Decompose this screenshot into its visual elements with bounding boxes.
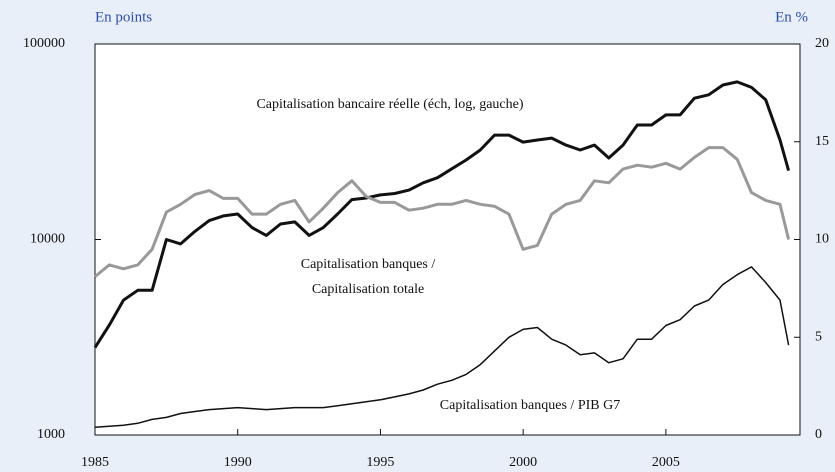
y2-tick-label: 15 [815, 134, 829, 149]
series-line [94, 266, 790, 428]
x-tick-label: 2000 [509, 455, 537, 470]
y2-tick-label: 20 [815, 36, 829, 51]
y2-tick-label: 0 [815, 427, 822, 442]
right-unit: En % [775, 9, 808, 25]
y-tick-label: 10000 [30, 232, 65, 247]
annotation: Capitalisation bancaire réelle (éch, log… [256, 97, 523, 112]
annotation: Capitalisation totale [312, 282, 424, 297]
y-tick-label: 1000 [37, 427, 65, 442]
x-tick-label: 2005 [652, 455, 680, 470]
series-line [93, 80, 791, 349]
plot-area [94, 43, 801, 436]
y2-tick-label: 10 [815, 232, 829, 247]
x-tick-label: 1995 [366, 455, 394, 470]
x-tick-label: 1985 [81, 455, 109, 470]
y-tick-label: 100000 [23, 36, 65, 51]
series-line [94, 146, 791, 278]
annotation: Capitalisation banques / PIB G7 [440, 398, 620, 413]
left-unit: En points [95, 9, 152, 25]
annotation: Capitalisation banques / [301, 257, 436, 272]
y2-tick-label: 5 [815, 329, 822, 344]
x-tick-label: 1990 [224, 455, 252, 470]
